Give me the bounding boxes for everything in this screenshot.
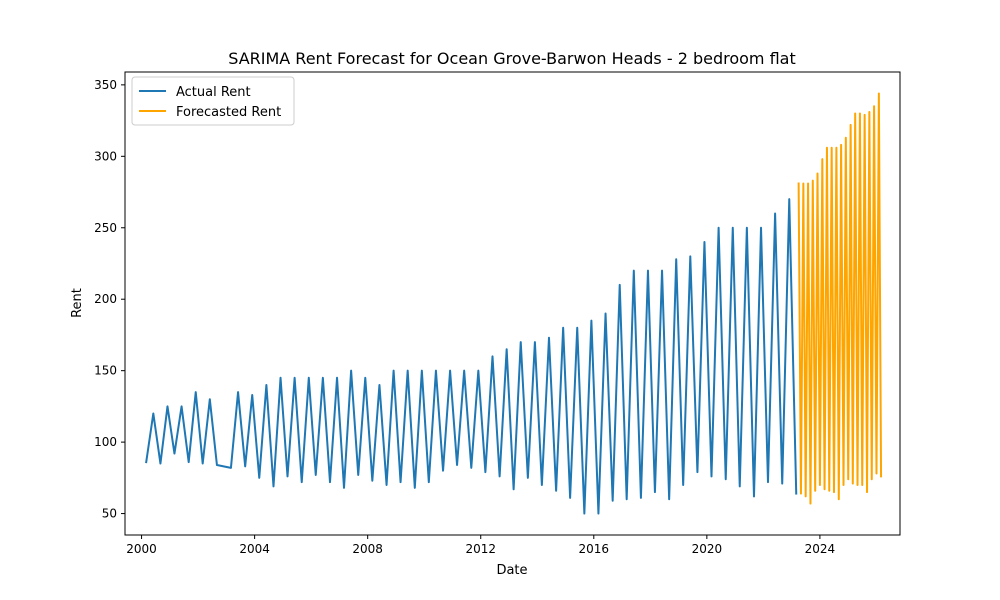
y-axis-ticks: 50 100 150 200 250 300 350 [94, 78, 125, 521]
y-tick-label: 50 [102, 507, 117, 521]
x-tick-label: 2016 [579, 542, 610, 556]
series-line-actual-rent [145, 198, 798, 515]
series-line-forecasted-rent [797, 92, 883, 505]
y-tick-label: 200 [94, 292, 117, 306]
y-tick-label: 150 [94, 364, 117, 378]
series-layer [145, 92, 883, 515]
y-tick-label: 350 [94, 78, 117, 92]
x-tick-label: 2020 [692, 542, 723, 556]
legend: Actual Rent Forecasted Rent [131, 76, 295, 126]
x-tick-label: 2004 [239, 542, 270, 556]
x-tick-label: 2024 [805, 542, 836, 556]
x-axis-label: Date [496, 563, 527, 578]
y-tick-label: 100 [94, 435, 117, 449]
legend-box [131, 76, 295, 126]
legend-label-forecast: Forecasted Rent [176, 105, 281, 120]
x-tick-label: 2008 [352, 542, 383, 556]
y-axis-label: Rent [70, 288, 85, 318]
plot-frame [124, 71, 901, 536]
chart-title: SARIMA Rent Forecast for Ocean Grove-Bar… [228, 49, 796, 68]
x-tick-label: 2012 [465, 542, 496, 556]
y-tick-label: 250 [94, 221, 117, 235]
y-tick-label: 300 [94, 149, 117, 163]
x-axis-ticks: 2000 2004 2008 2012 2016 2020 2024 [126, 535, 835, 556]
x-tick-label: 2000 [126, 542, 157, 556]
legend-label-actual: Actual Rent [176, 85, 251, 100]
